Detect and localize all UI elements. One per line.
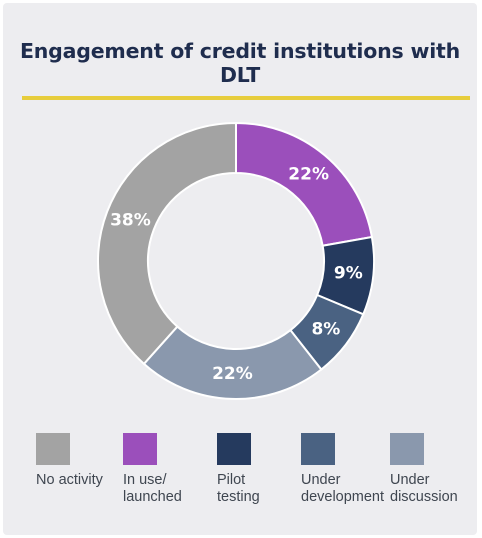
donut-slice-3: [142, 325, 323, 400]
slice-value-label-4: 38%: [110, 211, 151, 231]
legend-item: Under development: [301, 433, 384, 506]
legend-item: In use/ launched: [123, 433, 182, 506]
legend-label: Under development: [301, 472, 385, 505]
legend-label: No activity: [36, 472, 103, 488]
slice-value-label-0: 22%: [288, 164, 329, 184]
legend-swatch: [123, 433, 157, 465]
legend-item: Pilot testing: [217, 433, 260, 506]
legend-label: Pilot testing: [217, 472, 260, 505]
donut-slice-4: [97, 121, 237, 366]
slice-value-label-1: 9%: [334, 264, 363, 284]
legend-swatch: [301, 433, 335, 465]
chart-title: Engagement of credit institutions with D…: [19, 39, 461, 87]
legend-item: Under discussion: [390, 433, 458, 506]
legend-swatch: [390, 433, 424, 465]
slice-value-label-3: 22%: [212, 364, 253, 384]
legend-swatch: [217, 433, 251, 465]
chart-card: Engagement of credit institutions with D…: [3, 3, 477, 535]
title-divider: [22, 96, 470, 100]
legend-swatch: [36, 433, 70, 465]
legend-label: Under discussion: [390, 472, 458, 505]
donut-chart: 22% 9% 8% 22% 38%: [97, 121, 375, 400]
legend-item: No activity: [36, 433, 103, 489]
legend: No activity In use/ launched Pilot testing…: [3, 433, 477, 533]
slice-value-label-2: 8%: [311, 319, 340, 339]
legend-label: In use/ launched: [123, 472, 182, 505]
